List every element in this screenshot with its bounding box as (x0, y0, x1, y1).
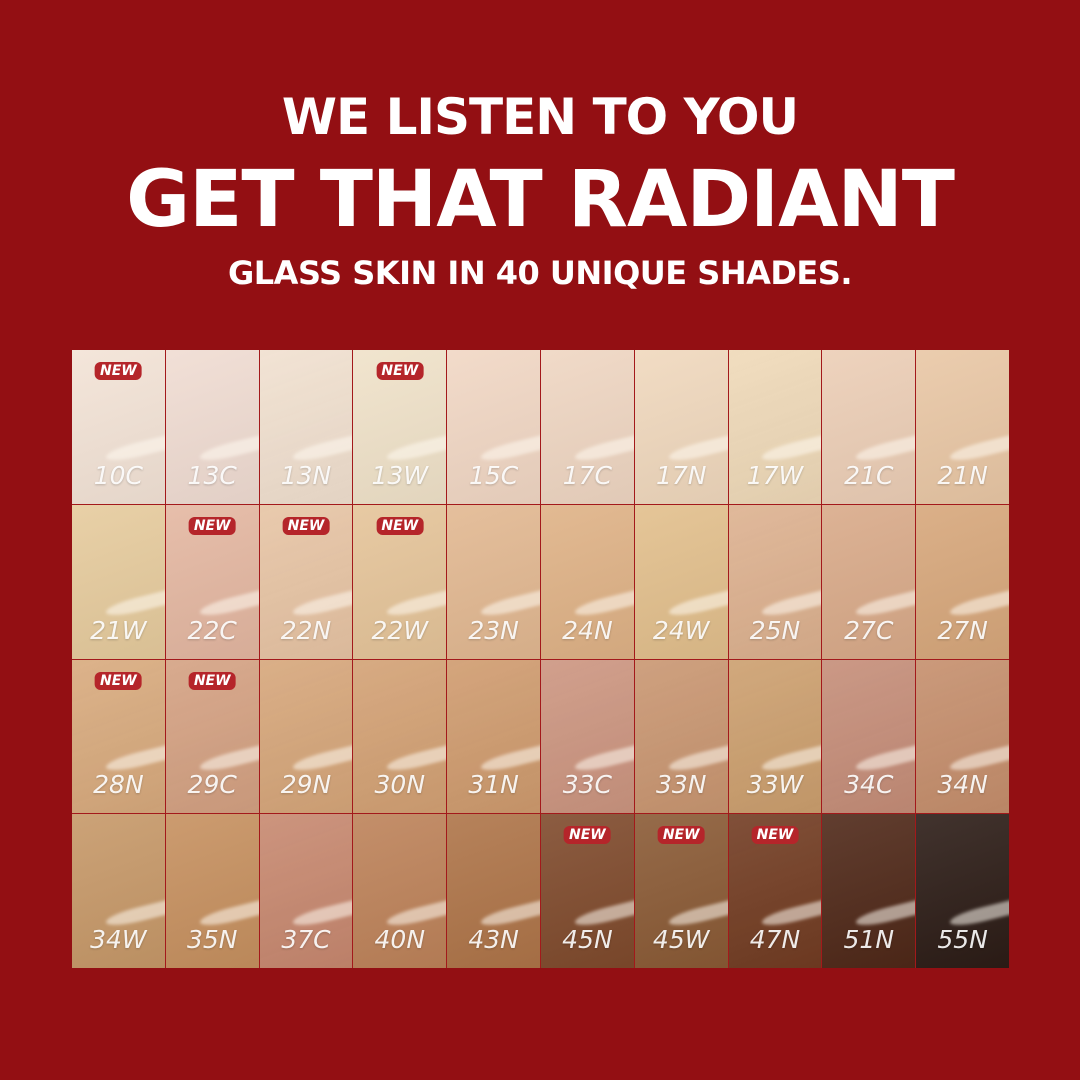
new-badge: NEW (188, 671, 236, 690)
shade-swatch-33c: 33C (541, 659, 634, 814)
shade-swatch-33n: 33N (634, 659, 728, 814)
shade-label: 21W (90, 615, 147, 645)
shade-swatch-55n: 55N (916, 814, 1009, 968)
shade-label: 10C (93, 460, 144, 490)
shade-label: 23N (468, 615, 519, 645)
shade-label: 17W (746, 460, 804, 490)
shade-label: 24W (652, 615, 710, 645)
shade-swatch-15c: 15C (447, 350, 540, 504)
shade-label: 33N (655, 770, 707, 800)
shade-grid: NEW 10C 13C 13N NEW 13W 15C 17C 17N 17W 21C 21N 21W N… (72, 350, 1009, 968)
shade-swatch-35n: 35N (165, 814, 259, 968)
shade-swatch-21w: 21W (72, 504, 165, 659)
shade-label: 34N (937, 770, 988, 800)
shade-label: 40N (374, 925, 426, 954)
shade-swatch-17w: 17W (728, 350, 822, 504)
shade-swatch-34w: 34W (72, 814, 165, 968)
new-badge: NEW (751, 826, 799, 845)
shade-label: 27C (844, 615, 894, 645)
shade-label: 29N (280, 770, 332, 800)
shade-label: 45W (652, 925, 710, 954)
headline-line-1: WE LISTEN TO YOU (281, 88, 799, 146)
shade-label: 25N (749, 615, 801, 645)
shade-label: 31N (468, 770, 519, 800)
shade-label: 22W (371, 615, 429, 645)
shade-swatch-51n: 51N (822, 814, 916, 968)
shade-swatch-31n: 31N (447, 659, 540, 814)
shade-swatch-22w: NEW 22W (353, 504, 447, 659)
shade-swatch-13c: 13C (165, 350, 259, 504)
shade-label: 47N (749, 925, 801, 954)
new-badge: NEW (657, 826, 705, 845)
shade-swatch-17c: 17C (541, 350, 634, 504)
shade-swatch-22c: NEW 22C (165, 504, 259, 659)
shade-swatch-23n: 23N (447, 504, 540, 659)
shade-label: 22N (280, 615, 332, 645)
shade-label: 24N (562, 615, 613, 645)
shade-label: 45N (562, 925, 613, 954)
shade-swatch-10c: NEW 10C (72, 350, 165, 504)
shade-label: 13C (187, 460, 237, 490)
shade-label: 43N (468, 925, 519, 954)
shade-label: 35N (186, 925, 238, 954)
shade-swatch-45w: NEW 45W (634, 814, 728, 968)
shade-swatch-40n: 40N (353, 814, 447, 968)
shade-swatch-25n: 25N (728, 504, 822, 659)
shade-swatch-21c: 21C (822, 350, 916, 504)
new-badge: NEW (188, 516, 236, 535)
shade-swatch-13w: NEW 13W (353, 350, 447, 504)
shade-swatch-27c: 27C (822, 504, 916, 659)
shade-label: 13N (280, 460, 332, 490)
shade-swatch-28n: NEW 28N (72, 659, 165, 814)
shade-swatch-21n: 21N (916, 350, 1009, 504)
shade-swatch-34c: 34C (822, 659, 916, 814)
shade-swatch-17n: 17N (634, 350, 728, 504)
shade-swatch-29c: NEW 29C (165, 659, 259, 814)
new-badge: NEW (95, 362, 142, 380)
shade-label: 22C (187, 615, 237, 645)
shade-label: 51N (843, 925, 895, 954)
new-badge: NEW (95, 671, 142, 690)
shade-swatch-13n: 13N (259, 350, 353, 504)
shade-label: 34W (90, 925, 147, 954)
shade-swatch-47n: NEW 47N (728, 814, 822, 968)
shade-swatch-30n: 30N (353, 659, 447, 814)
shade-swatch-22n: NEW 22N (259, 504, 353, 659)
shade-swatch-37c: 37C (259, 814, 353, 968)
shade-swatch-27n: 27N (916, 504, 1009, 659)
shade-swatch-33w: 33W (728, 659, 822, 814)
shade-label: 37C (281, 925, 331, 954)
shade-label: 33W (746, 770, 804, 800)
shade-label: 29C (187, 770, 237, 800)
new-badge: NEW (282, 516, 330, 535)
shade-label: 34C (844, 770, 894, 800)
shade-swatch-29n: 29N (259, 659, 353, 814)
shade-swatch-24w: 24W (634, 504, 728, 659)
shade-swatch-45n: NEW 45N (541, 814, 634, 968)
shade-label: 17N (655, 460, 707, 490)
shade-label: 13W (371, 460, 429, 490)
shade-label: 55N (937, 925, 988, 954)
shade-label: 27N (937, 615, 988, 645)
shade-label: 33C (562, 770, 613, 800)
new-badge: NEW (564, 826, 611, 845)
shade-label: 17C (562, 460, 613, 490)
shade-label: 21N (937, 460, 988, 490)
shade-swatch-24n: 24N (541, 504, 634, 659)
shade-label: 21C (844, 460, 894, 490)
shade-swatch-34n: 34N (916, 659, 1009, 814)
new-badge: NEW (376, 362, 424, 380)
shade-label: 30N (374, 770, 426, 800)
headline-line-3: GLASS SKIN IN 40 UNIQUE SHADES. (228, 254, 852, 292)
new-badge: NEW (376, 516, 424, 535)
shade-label: 28N (93, 770, 144, 800)
headline-line-2: GET THAT RADIANT (126, 155, 955, 245)
shade-label: 15C (468, 460, 519, 490)
shade-swatch-43n: 43N (447, 814, 540, 968)
